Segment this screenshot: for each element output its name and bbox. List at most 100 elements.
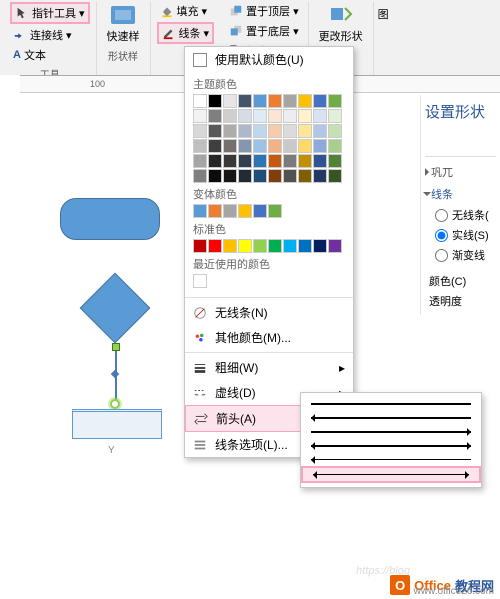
color-swatch[interactable]	[193, 139, 207, 153]
color-swatch[interactable]	[238, 124, 252, 138]
color-swatch[interactable]	[313, 154, 327, 168]
color-swatch[interactable]	[328, 124, 342, 138]
radio-gradient-line[interactable]: 渐变线	[425, 245, 496, 265]
decision-shape[interactable]	[80, 273, 151, 344]
color-swatch[interactable]	[268, 94, 282, 108]
color-swatch[interactable]	[223, 204, 237, 218]
connector-handle-end[interactable]	[110, 399, 120, 409]
process-shape[interactable]	[72, 409, 162, 439]
color-swatch[interactable]	[223, 239, 237, 253]
color-swatch[interactable]	[208, 139, 222, 153]
ribbon-extra[interactable]: 图	[374, 2, 393, 83]
color-swatch[interactable]	[223, 109, 237, 123]
color-swatch[interactable]	[298, 109, 312, 123]
color-swatch[interactable]	[238, 139, 252, 153]
color-swatch[interactable]	[298, 124, 312, 138]
color-swatch[interactable]	[253, 154, 267, 168]
color-swatch[interactable]	[208, 239, 222, 253]
color-swatch[interactable]	[253, 169, 267, 183]
color-swatch[interactable]	[313, 139, 327, 153]
color-swatch[interactable]	[313, 109, 327, 123]
color-swatch[interactable]	[313, 94, 327, 108]
color-swatch[interactable]	[208, 204, 222, 218]
change-shape-button[interactable]: 更改形状	[315, 2, 367, 46]
color-swatch[interactable]	[313, 124, 327, 138]
radio-input[interactable]	[435, 229, 448, 242]
text-button[interactable]: A 文本	[10, 46, 90, 64]
radio-input[interactable]	[435, 209, 448, 222]
radio-input[interactable]	[435, 249, 448, 262]
weight-item[interactable]: 粗细(W) ▸	[185, 355, 353, 380]
arrow-style-both[interactable]	[301, 439, 481, 453]
color-swatch[interactable]	[193, 94, 207, 108]
arrow-style-left-filled[interactable]	[301, 453, 481, 466]
color-swatch[interactable]	[208, 169, 222, 183]
color-swatch[interactable]	[238, 204, 252, 218]
color-swatch[interactable]	[313, 239, 327, 253]
more-colors-item[interactable]: 其他颜色(M)...	[185, 325, 353, 350]
color-swatch[interactable]	[328, 239, 342, 253]
color-swatch[interactable]	[328, 94, 342, 108]
radio-solid-line[interactable]: 实线(S)	[425, 225, 496, 245]
color-swatch[interactable]	[298, 169, 312, 183]
panel-section-fill[interactable]: 巩兀	[425, 161, 496, 183]
color-swatch[interactable]	[268, 139, 282, 153]
color-swatch[interactable]	[208, 94, 222, 108]
color-swatch[interactable]	[193, 109, 207, 123]
color-swatch[interactable]	[223, 94, 237, 108]
color-swatch[interactable]	[193, 169, 207, 183]
color-swatch[interactable]	[298, 139, 312, 153]
color-swatch[interactable]	[298, 154, 312, 168]
color-swatch[interactable]	[283, 94, 297, 108]
color-swatch[interactable]	[253, 239, 267, 253]
color-swatch[interactable]	[283, 109, 297, 123]
connector-handle-mid[interactable]	[111, 370, 119, 378]
auto-color-item[interactable]: 使用默认颜色(U)	[185, 47, 353, 72]
color-swatch[interactable]	[268, 124, 282, 138]
color-swatch[interactable]	[223, 154, 237, 168]
color-swatch[interactable]	[193, 204, 207, 218]
arrow-style-both-filled[interactable]	[301, 466, 481, 483]
color-swatch[interactable]	[268, 169, 282, 183]
color-swatch[interactable]	[193, 274, 207, 288]
color-swatch[interactable]	[238, 94, 252, 108]
color-swatch[interactable]	[238, 109, 252, 123]
color-swatch[interactable]	[298, 239, 312, 253]
send-back-button[interactable]: 置于底层▾	[226, 22, 302, 40]
color-swatch[interactable]	[268, 204, 282, 218]
no-line-item[interactable]: 无线条(N)	[185, 300, 353, 325]
color-swatch[interactable]	[268, 109, 282, 123]
color-swatch[interactable]	[193, 154, 207, 168]
panel-section-line[interactable]: 线条	[425, 183, 496, 205]
color-swatch[interactable]	[268, 239, 282, 253]
pointer-tool-button[interactable]: 指针工具 ▾	[10, 2, 90, 24]
color-swatch[interactable]	[253, 204, 267, 218]
color-swatch[interactable]	[328, 109, 342, 123]
color-swatch[interactable]	[208, 154, 222, 168]
color-swatch[interactable]	[313, 169, 327, 183]
color-swatch[interactable]	[223, 139, 237, 153]
color-swatch[interactable]	[223, 169, 237, 183]
color-swatch[interactable]	[328, 154, 342, 168]
color-swatch[interactable]	[253, 124, 267, 138]
connector-button[interactable]: 连接线 ▾	[10, 26, 90, 44]
arrow-style-left[interactable]	[301, 411, 481, 425]
color-swatch[interactable]	[283, 169, 297, 183]
color-swatch[interactable]	[328, 169, 342, 183]
color-swatch[interactable]	[208, 109, 222, 123]
color-swatch[interactable]	[283, 139, 297, 153]
color-swatch[interactable]	[283, 124, 297, 138]
color-swatch[interactable]	[253, 94, 267, 108]
color-swatch[interactable]	[238, 169, 252, 183]
line-button[interactable]: 线条▾	[157, 22, 215, 44]
terminator-shape[interactable]	[60, 198, 160, 240]
quickstyle-button[interactable]: 快速样	[103, 2, 144, 46]
color-swatch[interactable]	[328, 139, 342, 153]
fill-button[interactable]: 填充▾	[157, 2, 215, 20]
bring-front-button[interactable]: 置于顶层▾	[226, 2, 302, 20]
color-swatch[interactable]	[238, 239, 252, 253]
color-swatch[interactable]	[268, 154, 282, 168]
color-swatch[interactable]	[253, 109, 267, 123]
color-swatch[interactable]	[223, 124, 237, 138]
color-swatch[interactable]	[283, 239, 297, 253]
